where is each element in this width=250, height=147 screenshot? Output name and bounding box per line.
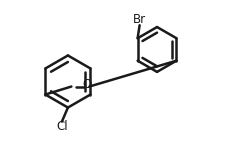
Text: Cl: Cl <box>56 120 68 133</box>
Text: Br: Br <box>133 13 146 26</box>
Text: O: O <box>82 78 92 91</box>
